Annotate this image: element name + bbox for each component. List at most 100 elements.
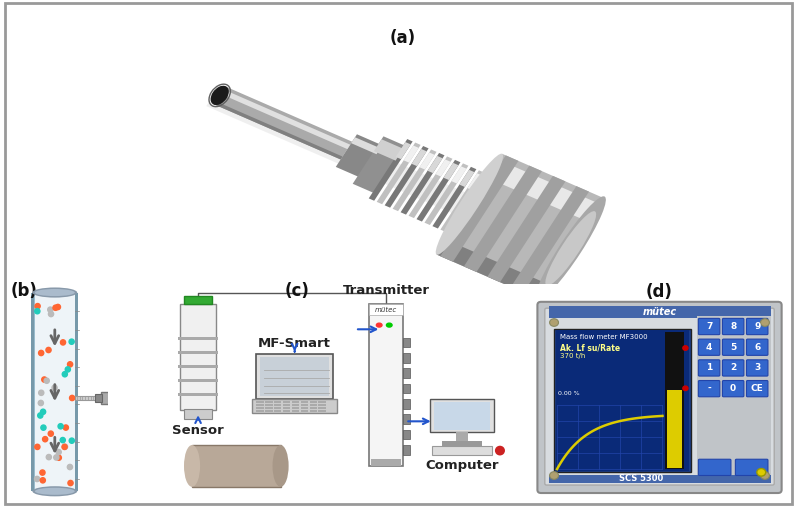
Polygon shape: [511, 186, 589, 293]
Bar: [300, 404, 308, 406]
FancyBboxPatch shape: [537, 302, 782, 493]
Text: 8: 8: [730, 322, 736, 331]
Bar: [253, 399, 337, 413]
Circle shape: [376, 323, 382, 327]
Text: (c): (c): [285, 282, 309, 300]
Polygon shape: [214, 87, 352, 160]
Polygon shape: [419, 153, 434, 170]
Circle shape: [46, 347, 51, 353]
Bar: [309, 407, 317, 409]
Bar: [442, 442, 482, 446]
Bar: [257, 404, 264, 406]
Circle shape: [42, 437, 48, 442]
Text: SCS 5300: SCS 5300: [619, 475, 663, 483]
Circle shape: [69, 395, 75, 401]
Polygon shape: [401, 153, 445, 214]
Bar: [402, 445, 410, 455]
Bar: [180, 304, 216, 410]
Bar: [257, 410, 264, 412]
Polygon shape: [214, 101, 343, 160]
Polygon shape: [411, 149, 426, 166]
Bar: [548, 306, 771, 318]
Bar: [257, 407, 264, 409]
Polygon shape: [353, 136, 405, 193]
Text: (b): (b): [11, 282, 37, 301]
Circle shape: [387, 323, 392, 327]
Bar: [283, 401, 290, 403]
Bar: [283, 410, 290, 412]
Circle shape: [683, 346, 688, 350]
Polygon shape: [437, 154, 603, 299]
Circle shape: [35, 309, 40, 314]
Bar: [34, 293, 76, 491]
Text: 0: 0: [730, 384, 736, 393]
Bar: [75, 293, 78, 491]
Bar: [300, 410, 308, 412]
Bar: [261, 357, 329, 396]
Text: 0.00 %: 0.00 %: [558, 391, 579, 396]
Circle shape: [41, 377, 47, 382]
Polygon shape: [369, 139, 413, 201]
Polygon shape: [425, 163, 469, 225]
Polygon shape: [467, 173, 482, 191]
Bar: [274, 401, 281, 403]
Text: Computer: Computer: [425, 459, 498, 472]
Circle shape: [49, 311, 53, 317]
Bar: [402, 338, 410, 347]
Ellipse shape: [273, 445, 289, 487]
Polygon shape: [206, 85, 509, 232]
Circle shape: [41, 425, 46, 430]
Circle shape: [550, 319, 559, 327]
Bar: [265, 404, 273, 406]
Bar: [402, 429, 410, 440]
Polygon shape: [440, 155, 518, 262]
Bar: [548, 475, 771, 483]
Polygon shape: [403, 146, 418, 163]
Ellipse shape: [210, 86, 229, 105]
Polygon shape: [221, 89, 350, 149]
Text: 9: 9: [754, 322, 760, 331]
Text: 370 t/h: 370 t/h: [559, 353, 585, 359]
Polygon shape: [443, 163, 458, 180]
Bar: [265, 401, 273, 403]
Bar: [178, 393, 218, 396]
Bar: [309, 401, 317, 403]
Circle shape: [65, 367, 70, 372]
Ellipse shape: [184, 445, 200, 487]
Polygon shape: [427, 156, 442, 173]
Bar: [178, 337, 218, 341]
Bar: [178, 351, 218, 354]
Circle shape: [38, 390, 44, 395]
Bar: [274, 410, 281, 412]
Text: 7: 7: [706, 322, 713, 331]
Circle shape: [62, 444, 67, 450]
Circle shape: [46, 454, 52, 460]
FancyBboxPatch shape: [698, 360, 720, 376]
Circle shape: [38, 401, 43, 406]
Bar: [402, 399, 410, 409]
FancyBboxPatch shape: [736, 459, 768, 476]
Circle shape: [35, 444, 40, 450]
Bar: [309, 404, 317, 406]
Circle shape: [69, 438, 74, 443]
Text: Transmitter: Transmitter: [343, 284, 430, 297]
Circle shape: [69, 339, 74, 344]
Text: Ak. Lf su/Rate: Ak. Lf su/Rate: [559, 343, 620, 352]
Bar: [101, 391, 118, 405]
Bar: [431, 446, 492, 455]
Ellipse shape: [545, 211, 596, 285]
Circle shape: [63, 425, 69, 430]
Circle shape: [35, 304, 40, 309]
Polygon shape: [417, 160, 461, 222]
Polygon shape: [351, 137, 380, 154]
Bar: [257, 401, 264, 403]
Polygon shape: [377, 142, 421, 204]
Circle shape: [60, 438, 65, 443]
FancyBboxPatch shape: [747, 381, 768, 397]
Circle shape: [683, 386, 688, 390]
Polygon shape: [409, 157, 453, 218]
Bar: [554, 329, 691, 473]
Circle shape: [41, 409, 45, 414]
Bar: [300, 401, 308, 403]
Text: (a): (a): [390, 29, 416, 47]
